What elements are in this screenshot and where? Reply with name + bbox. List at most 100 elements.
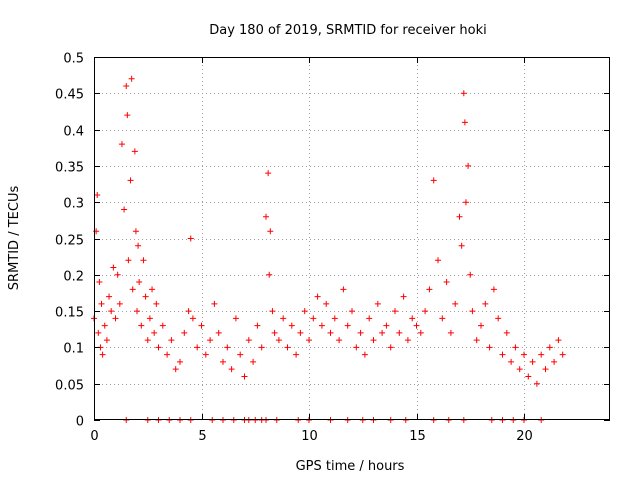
data-point xyxy=(146,315,153,322)
data-point xyxy=(336,337,343,344)
data-point xyxy=(293,351,300,358)
data-point xyxy=(499,351,506,358)
data-point xyxy=(263,213,269,220)
data-point xyxy=(96,279,103,286)
data-point xyxy=(361,351,368,358)
data-point xyxy=(250,358,257,365)
data-point xyxy=(124,112,131,119)
data-point xyxy=(430,177,437,184)
y-tick-label: 0.2 xyxy=(63,270,84,285)
data-point xyxy=(426,286,433,293)
data-point xyxy=(116,300,123,307)
data-point xyxy=(94,191,101,198)
data-point xyxy=(546,344,553,351)
data-point xyxy=(254,322,261,329)
data-point xyxy=(106,293,113,300)
data-point xyxy=(168,337,175,344)
data-point xyxy=(318,322,325,329)
data-point xyxy=(542,366,549,373)
data-point xyxy=(112,315,119,322)
data-point xyxy=(452,300,459,307)
y-tick-label: 0.5 xyxy=(63,52,84,67)
data-point xyxy=(211,300,218,307)
data-point xyxy=(340,286,347,293)
data-point xyxy=(114,271,121,278)
data-point xyxy=(101,322,108,329)
data-point xyxy=(383,322,390,329)
data-point xyxy=(516,366,523,373)
data-point xyxy=(280,315,287,322)
data-point xyxy=(164,351,171,358)
data-point xyxy=(439,315,446,322)
data-point xyxy=(207,337,214,344)
data-points xyxy=(91,75,566,423)
data-point xyxy=(331,315,338,322)
data-point xyxy=(409,315,416,322)
data-point xyxy=(521,351,527,358)
data-point xyxy=(189,315,196,322)
y-tick-label: 0 xyxy=(76,415,84,430)
data-point xyxy=(490,286,497,293)
data-point xyxy=(125,257,132,264)
data-point xyxy=(465,162,472,169)
x-tick-label: 15 xyxy=(409,429,426,444)
data-point xyxy=(123,83,130,90)
data-point xyxy=(353,344,360,351)
data-point xyxy=(128,75,135,82)
data-point xyxy=(478,322,484,329)
data-point xyxy=(153,300,160,307)
data-point xyxy=(473,337,480,344)
data-point xyxy=(396,329,403,336)
data-point xyxy=(349,308,355,315)
data-point xyxy=(131,148,138,155)
data-point xyxy=(486,344,493,351)
data-point xyxy=(132,228,139,235)
data-point xyxy=(538,351,545,358)
data-point xyxy=(172,366,179,373)
y-tick-label: 0.3 xyxy=(63,197,84,212)
data-point xyxy=(187,235,194,242)
data-point xyxy=(297,329,304,336)
data-point xyxy=(129,286,136,293)
data-point xyxy=(374,300,381,307)
data-point xyxy=(503,329,510,336)
data-point xyxy=(194,344,201,351)
grid xyxy=(94,57,610,420)
y-tick-label: 0.25 xyxy=(55,234,84,249)
x-tick-label: 10 xyxy=(301,429,318,444)
x-tick-label: 0 xyxy=(90,429,98,444)
x-tick-label: 5 xyxy=(198,429,206,444)
data-point xyxy=(314,293,321,300)
x-axis-label: GPS time / hours xyxy=(296,459,405,474)
data-point xyxy=(224,344,231,351)
data-point xyxy=(306,337,312,344)
data-point xyxy=(245,337,252,344)
data-point xyxy=(269,308,276,315)
data-point xyxy=(155,344,162,351)
data-point xyxy=(458,242,465,249)
data-point xyxy=(144,337,151,344)
data-point xyxy=(417,329,424,336)
data-point xyxy=(241,373,248,380)
data-point xyxy=(265,170,272,177)
data-point xyxy=(266,271,273,278)
y-tick-label: 0.45 xyxy=(55,88,84,103)
data-point xyxy=(469,308,476,315)
data-point xyxy=(310,315,317,322)
data-point xyxy=(142,293,149,300)
data-point xyxy=(134,308,140,315)
data-point xyxy=(529,358,536,365)
data-point xyxy=(301,308,308,315)
data-point xyxy=(118,141,125,148)
data-point xyxy=(357,329,364,336)
data-point xyxy=(151,329,158,336)
data-point xyxy=(159,322,166,329)
data-point xyxy=(512,344,519,351)
data-point xyxy=(435,257,441,264)
data-point xyxy=(456,213,463,220)
data-point xyxy=(404,337,411,344)
data-point xyxy=(121,206,128,213)
data-point xyxy=(110,264,117,271)
y-tick-label: 0.35 xyxy=(55,161,84,176)
